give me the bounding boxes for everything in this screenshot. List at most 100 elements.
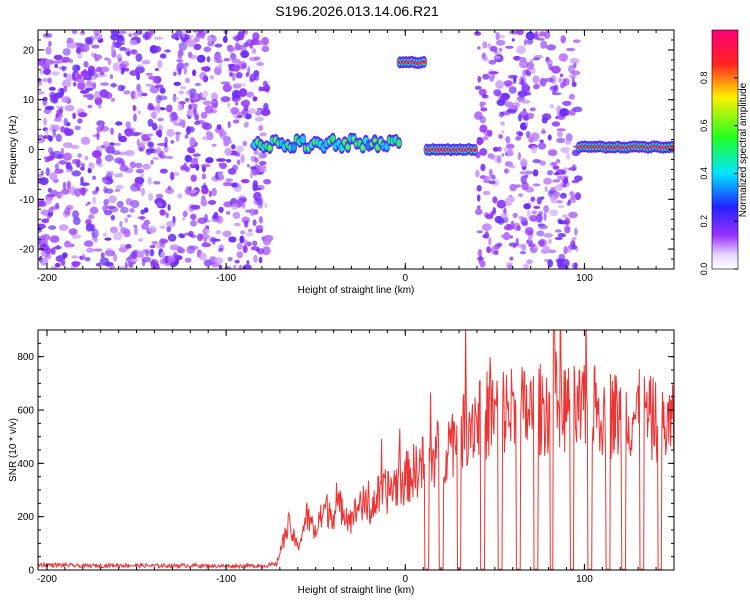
noise-blob-0-923 bbox=[257, 151, 262, 157]
noise-blob-0-672 bbox=[227, 257, 233, 262]
noise-blob-1-278 bbox=[488, 168, 493, 177]
noise-blob-0-880 bbox=[173, 81, 182, 86]
noise-blob-0-348 bbox=[192, 30, 199, 33]
noise-blob-0-541 bbox=[80, 43, 90, 53]
noise-blob-1-245 bbox=[508, 74, 518, 79]
colorbar-tick-label: 0.4 bbox=[699, 167, 709, 180]
noise-blob-0-646 bbox=[38, 91, 45, 95]
noise-blob-0-871 bbox=[175, 36, 180, 41]
noise-blob-0-688 bbox=[81, 253, 86, 260]
noise-blob-0-41 bbox=[61, 79, 72, 88]
noise-blob-0-361 bbox=[63, 85, 68, 93]
noise-blob-0-825 bbox=[188, 186, 192, 191]
noise-blob-0-780 bbox=[53, 60, 63, 64]
noise-blob-0-548 bbox=[169, 244, 180, 251]
noise-blob-0-533 bbox=[227, 121, 231, 129]
noise-blob-0-937 bbox=[211, 98, 219, 108]
noise-blob-1-266 bbox=[495, 80, 504, 89]
noise-blob-1-155 bbox=[503, 146, 508, 153]
noise-blob-0-481 bbox=[166, 220, 176, 228]
noise-blob-0-862 bbox=[238, 30, 249, 36]
noise-blob-1-205 bbox=[536, 196, 542, 205]
noise-blob-0-118 bbox=[230, 53, 237, 59]
noise-blob-0-890 bbox=[92, 196, 97, 205]
xtick-label: -100 bbox=[216, 574, 236, 585]
noise-blob-0-622 bbox=[156, 243, 166, 250]
noise-blob-0-792 bbox=[200, 199, 208, 207]
noise-blob-1-41 bbox=[562, 100, 572, 106]
colorbar-gradient bbox=[711, 29, 739, 270]
noise-blob-0-64 bbox=[145, 83, 154, 87]
noise-blob-0-237 bbox=[211, 143, 217, 147]
noise-blob-0-864 bbox=[42, 243, 46, 248]
noise-blob-0-770 bbox=[190, 234, 197, 238]
noise-blob-1-200 bbox=[555, 116, 559, 120]
noise-blob-1-240 bbox=[496, 155, 502, 164]
noise-blob-0-768 bbox=[131, 131, 140, 137]
noise-blob-0-693 bbox=[130, 250, 137, 259]
noise-blob-0-539 bbox=[126, 51, 131, 57]
noise-blob-0-442 bbox=[218, 264, 223, 269]
noise-blob-1-206 bbox=[536, 230, 545, 237]
noise-blob-0-933 bbox=[58, 224, 69, 231]
noise-blob-0-543 bbox=[222, 83, 232, 93]
noise-blob-1-237 bbox=[524, 227, 534, 236]
noise-blob-0-217 bbox=[54, 262, 61, 268]
noise-blob-0-523 bbox=[151, 240, 159, 246]
noise-blob-0-640 bbox=[60, 147, 65, 157]
noise-blob-0-756 bbox=[68, 228, 78, 236]
noise-blob-0-517 bbox=[153, 49, 159, 54]
ytick-label: 200 bbox=[17, 512, 34, 523]
noise-blob-0-706 bbox=[202, 122, 213, 131]
noise-blob-1-140 bbox=[525, 121, 529, 127]
noise-blob-0-98 bbox=[189, 137, 196, 147]
ytick-label: -10 bbox=[20, 195, 35, 206]
noise-blob-0-897 bbox=[48, 135, 53, 142]
colorbar: 0.0 0.2 0.4 0.6 0.8 Normalized spectral ampl… bbox=[699, 29, 749, 275]
noise-blob-0-717 bbox=[109, 74, 114, 80]
noise-blob-0-187 bbox=[242, 244, 248, 254]
noise-blob-1-148 bbox=[486, 246, 491, 254]
noise-blob-0-823 bbox=[64, 207, 71, 216]
noise-blob-0-623 bbox=[71, 261, 81, 266]
noise-blob-0-560 bbox=[225, 178, 234, 182]
noise-blob-0-906 bbox=[141, 259, 146, 267]
noise-blob-1-313 bbox=[476, 205, 481, 210]
noise-blob-1-311 bbox=[562, 214, 568, 218]
noise-blob-0-534 bbox=[96, 66, 102, 73]
noise-blob-0-318 bbox=[87, 167, 92, 174]
noise-blob-0-766 bbox=[80, 182, 90, 187]
noise-blob-0-759 bbox=[38, 226, 43, 233]
noise-blob-0-673 bbox=[141, 92, 148, 97]
noise-blob-0-521 bbox=[255, 157, 259, 162]
noise-blob-0-635 bbox=[236, 145, 244, 153]
noise-blob-0-812 bbox=[243, 239, 248, 246]
noise-blob-0-630 bbox=[231, 203, 239, 211]
noise-blob-0-320 bbox=[252, 32, 260, 41]
noise-blob-0-227 bbox=[72, 216, 81, 226]
noise-blob-0-881 bbox=[203, 30, 208, 33]
noise-blob-0-918 bbox=[258, 124, 264, 132]
noise-blob-0-788 bbox=[216, 158, 226, 162]
noise-blob-1-339 bbox=[479, 101, 484, 108]
noise-blob-1-241 bbox=[497, 35, 506, 39]
noise-blob-0-483 bbox=[245, 113, 252, 120]
noise-blob-0-750 bbox=[151, 262, 159, 266]
noise-blob-0-376 bbox=[58, 66, 68, 70]
noise-blob-1-190 bbox=[509, 235, 513, 239]
noise-blob-0-879 bbox=[222, 35, 228, 44]
noise-blob-1-323 bbox=[523, 39, 528, 46]
noise-blob-0-895 bbox=[91, 228, 99, 238]
noise-blob-0-351 bbox=[208, 200, 217, 205]
noise-blob-0-846 bbox=[149, 249, 155, 257]
noise-blob-0-704 bbox=[52, 128, 56, 138]
noise-blob-0-226 bbox=[177, 193, 183, 199]
noise-blob-1-141 bbox=[532, 183, 541, 187]
noise-blob-1-36 bbox=[519, 251, 527, 255]
noise-blob-0-551 bbox=[190, 213, 197, 220]
noise-blob-0-564 bbox=[184, 154, 193, 163]
noise-blob-0-868 bbox=[84, 240, 94, 247]
noise-blob-0-841 bbox=[248, 56, 258, 62]
noise-blob-1-14 bbox=[539, 77, 547, 87]
noise-blob-1-152 bbox=[557, 233, 566, 238]
